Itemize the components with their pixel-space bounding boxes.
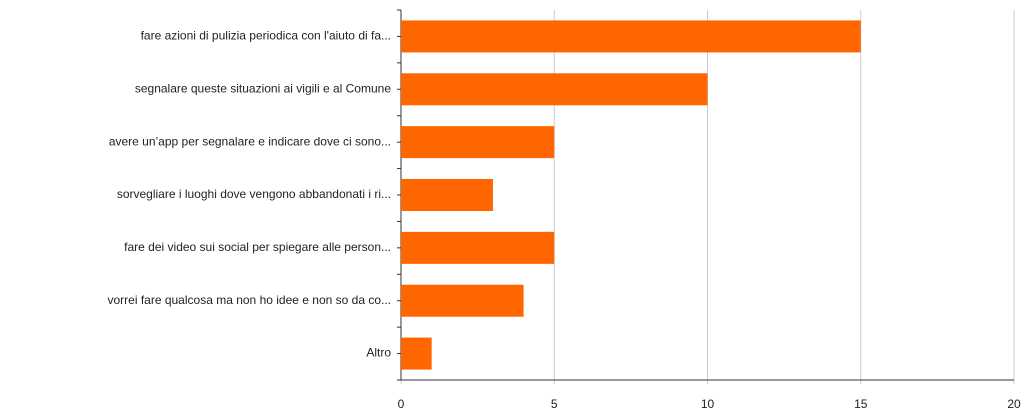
bar (401, 20, 861, 53)
x-tick-label: 5 (551, 397, 558, 411)
x-tick-label: 0 (398, 397, 405, 411)
y-tick-label: sorvegliare i luoghi dove vengono abband… (117, 187, 391, 201)
x-tick-label: 15 (854, 397, 868, 411)
x-tick-label: 10 (701, 397, 715, 411)
bar (401, 126, 555, 159)
y-tick-label: Altro (366, 346, 391, 360)
y-tick-label: segnalare queste situazioni ai vigili e … (135, 81, 391, 95)
bar (401, 179, 493, 211)
y-tick-label: avere un’app per segnalare e indicare do… (109, 134, 391, 148)
bar (401, 231, 555, 264)
x-tick-label: 20 (1007, 397, 1021, 411)
bar (401, 284, 524, 317)
y-tick-label: fare dei video sui social per spiegare a… (124, 240, 391, 254)
y-tick-label: fare azioni di pulizia periodica con l'a… (141, 29, 391, 43)
bar (401, 73, 708, 106)
y-tick-label: vorrei fare qualcosa ma non ho idee e no… (107, 293, 391, 307)
bar (401, 337, 432, 370)
